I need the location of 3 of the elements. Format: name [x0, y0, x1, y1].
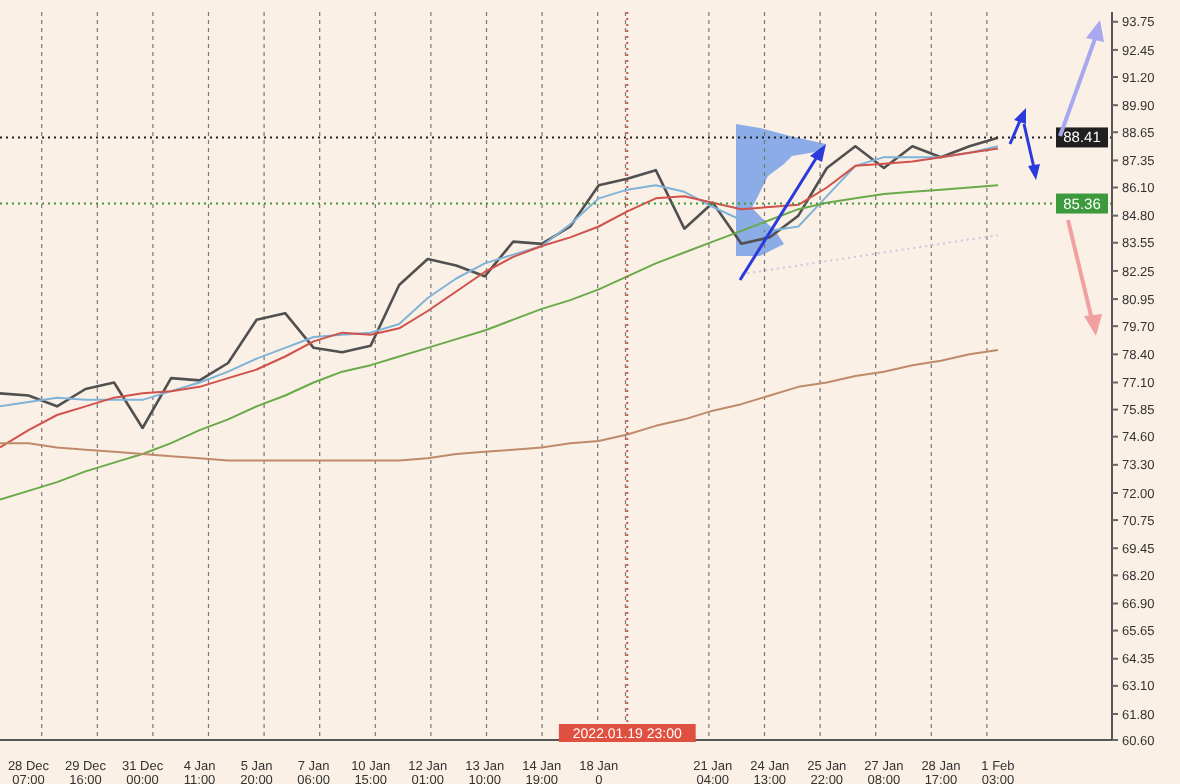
line-series — [0, 184, 999, 501]
line-series — [740, 234, 999, 276]
line-series — [0, 349, 999, 462]
